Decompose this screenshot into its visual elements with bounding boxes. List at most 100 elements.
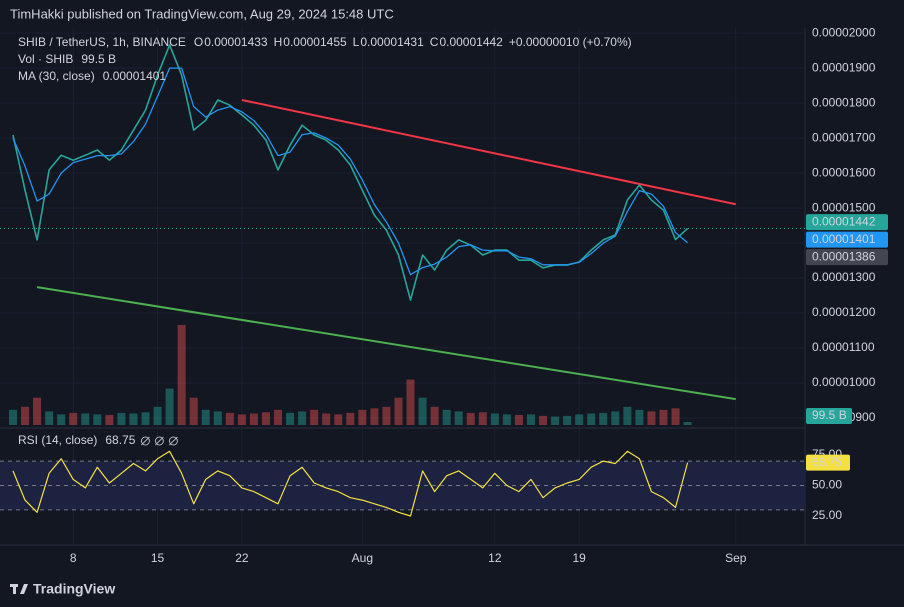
volume-bar — [394, 397, 403, 425]
y-tick-label: 0.00001500 — [812, 200, 876, 214]
y-tick-label: 0.00001000 — [812, 375, 876, 389]
volume-bar — [21, 406, 30, 425]
y-tick-label: 0.00001900 — [812, 60, 876, 74]
y-tick-label: 0.00001600 — [812, 165, 876, 179]
volume-bar — [478, 412, 487, 425]
volume-bar — [490, 413, 499, 425]
volume-bar — [683, 421, 692, 425]
volume-bar — [442, 409, 451, 425]
volume-bar — [177, 325, 186, 425]
legend-text: 68.75 — [105, 433, 135, 447]
price-label-box — [806, 231, 888, 248]
legend-text: 0.00001433 — [204, 35, 268, 49]
rsi-label-box — [806, 454, 850, 471]
y-tick-label: 0.00001700 — [812, 130, 876, 144]
volume-bar — [249, 413, 258, 425]
y-tick-label: 25.00 — [812, 508, 842, 522]
legend-icon — [169, 436, 178, 446]
volume-bar — [286, 412, 295, 425]
volume-bar — [117, 412, 126, 425]
volume-bar — [647, 411, 656, 425]
volume-bar — [382, 406, 391, 425]
legend-text: C — [430, 35, 439, 49]
x-tick-label: 8 — [70, 551, 77, 565]
volume-bar — [659, 409, 668, 425]
x-tick-label: 22 — [235, 551, 249, 565]
volume-bar — [310, 409, 319, 425]
x-tick-label: 19 — [572, 551, 586, 565]
rsi-label: 68.75 — [812, 455, 842, 469]
volume-bar — [274, 409, 283, 425]
volume-bar — [623, 406, 632, 425]
legend-text: Vol · SHIB — [18, 52, 73, 66]
series-line — [12, 450, 689, 517]
volume-label: 99.5 B — [812, 408, 847, 422]
volume-label-box — [806, 408, 852, 424]
legend-icon — [140, 436, 150, 446]
x-tick-label: Aug — [352, 551, 373, 565]
header: TimHakki published on TradingView.com, A… — [10, 6, 394, 21]
volume-bar — [454, 411, 463, 425]
volume-bar — [322, 413, 331, 425]
legend-text: 99.5 B — [81, 52, 116, 66]
y-tick-label: 0.00002000 — [812, 25, 876, 39]
volume-bar — [671, 408, 680, 425]
y-tick-label: 0.00001100 — [812, 340, 875, 354]
trendline — [36, 286, 736, 401]
volume-bar — [346, 412, 355, 425]
volume-bar — [298, 411, 307, 425]
volume-bar — [370, 408, 379, 425]
legend-text: MA (30, close) — [18, 69, 95, 83]
legend-icon — [168, 436, 178, 446]
legend-text: 0.00001455 — [283, 35, 347, 49]
legend-icon — [141, 436, 150, 446]
volume-bar — [9, 409, 17, 425]
volume-bar — [358, 409, 367, 425]
y-tick-label: 0.00001200 — [812, 305, 876, 319]
y-tick-label: 0.00001800 — [812, 95, 876, 109]
volume-bar — [502, 414, 511, 425]
legend-text: O — [194, 35, 203, 49]
volume-bar — [165, 388, 174, 425]
volume-bar — [105, 415, 114, 425]
volume-bar — [551, 416, 560, 425]
volume-bar — [237, 414, 246, 425]
volume-bar — [81, 413, 90, 425]
legend-text: SHIB / TetherUS, 1h, BINANCE — [18, 35, 186, 49]
volume-bar — [45, 411, 54, 425]
trendline — [241, 98, 736, 206]
volume-bar — [563, 415, 572, 425]
legend-text: RSI (14, close) — [18, 433, 97, 447]
volume-bar — [261, 412, 270, 425]
legend-text: 0.00001401 — [103, 69, 167, 83]
volume-bar — [153, 406, 162, 425]
x-tick-label: 15 — [151, 551, 165, 565]
volume-bar — [57, 414, 66, 425]
y-tick-label: 0.00001300 — [812, 270, 876, 284]
volume-bar — [587, 413, 596, 425]
price-label-box — [806, 214, 888, 231]
volume-bar — [141, 412, 150, 425]
volume-bar — [201, 409, 210, 425]
volume-bar — [575, 414, 584, 425]
volume-bar — [514, 415, 523, 425]
volume-bar — [466, 412, 475, 425]
volume-bar — [129, 413, 138, 425]
price-label: 0.00001386 — [812, 249, 876, 263]
volume-bar — [213, 411, 222, 425]
volume-bar — [539, 415, 548, 425]
x-tick-label: 12 — [488, 551, 502, 565]
footer-logo — [10, 584, 28, 594]
price-label: 0.00001401 — [812, 232, 876, 246]
legend-text: L — [353, 35, 360, 49]
volume-bar — [225, 412, 234, 425]
volume-bar — [418, 397, 427, 425]
legend-icon — [154, 436, 164, 446]
volume-bar — [189, 397, 198, 425]
legend-text: 0.00001442 — [439, 35, 503, 49]
volume-bar — [334, 414, 343, 425]
volume-bar — [635, 409, 644, 425]
volume-bar — [526, 414, 535, 425]
volume-bar — [69, 412, 78, 425]
